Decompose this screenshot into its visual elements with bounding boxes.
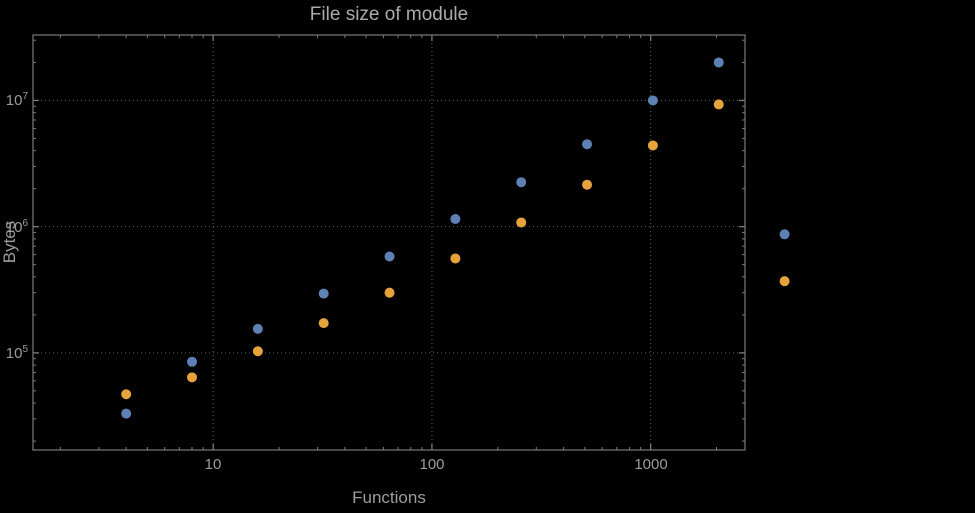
x-axis-label: Functions (352, 488, 426, 507)
data-point-orange (384, 287, 395, 298)
data-point-blue (384, 251, 395, 262)
data-point-blue (252, 323, 263, 334)
chart-title: File size of module (309, 4, 469, 25)
data-point-blue (516, 177, 527, 188)
x-tick-label: 10 (204, 456, 222, 473)
data-point-orange (121, 389, 132, 400)
x-tick-label: 1000 (634, 456, 668, 473)
data-point-orange (516, 217, 527, 228)
data-point-orange (187, 372, 198, 383)
y-tick-label: 107 (5, 91, 28, 109)
data-point-blue (582, 139, 593, 150)
data-point-orange (252, 346, 263, 357)
data-point-orange (647, 140, 658, 151)
plot-frame (32, 34, 746, 451)
data-point-blue (450, 213, 461, 224)
x-tick-label: 100 (419, 456, 445, 473)
data-point-orange (450, 253, 461, 264)
data-point-blue (779, 229, 790, 240)
data-point-orange (779, 276, 790, 287)
data-point-orange (582, 179, 593, 190)
data-point-blue (121, 408, 132, 419)
data-point-blue (318, 288, 329, 299)
data-point-blue (187, 356, 198, 367)
data-point-blue (713, 57, 724, 68)
data-point-orange (713, 99, 724, 110)
data-point-orange (318, 318, 329, 329)
y-tick-label: 105 (5, 344, 28, 362)
y-tick-label: 106 (5, 218, 28, 236)
data-point-blue (647, 95, 658, 106)
